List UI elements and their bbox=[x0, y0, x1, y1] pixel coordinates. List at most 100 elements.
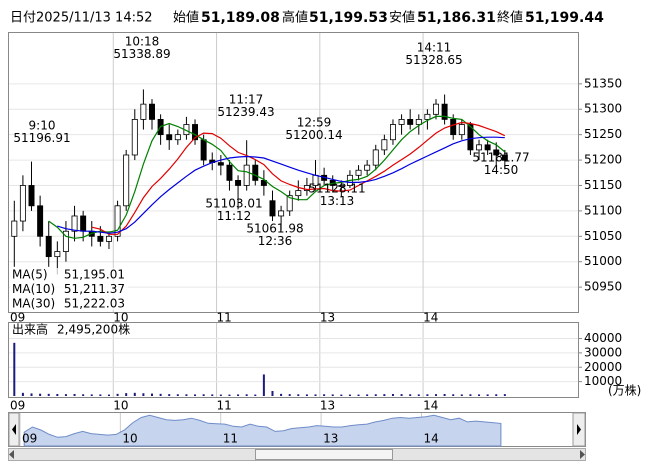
volume-bar bbox=[125, 393, 128, 396]
volume-bar bbox=[357, 394, 360, 396]
candle-body bbox=[105, 235, 112, 242]
nav-x-label: 13 bbox=[323, 432, 338, 446]
candle-body bbox=[243, 164, 250, 186]
volume-bar bbox=[400, 394, 403, 396]
candle-body bbox=[252, 164, 259, 181]
header-field-label: 高値 bbox=[282, 10, 308, 26]
y-tick-label: 51200 bbox=[584, 153, 622, 167]
candle-body bbox=[476, 144, 483, 151]
candle-body bbox=[260, 179, 267, 186]
volume-bar bbox=[202, 394, 205, 396]
candle-body bbox=[114, 205, 121, 237]
candle-body bbox=[467, 124, 474, 151]
x-tick-label: 09 bbox=[10, 311, 25, 325]
header-field-label: 安値 bbox=[389, 10, 415, 26]
x-tick-label: 11 bbox=[217, 399, 232, 413]
volume-bar bbox=[151, 393, 153, 396]
volume-bar bbox=[417, 394, 420, 396]
price-frame bbox=[8, 32, 579, 313]
volume-bar bbox=[73, 393, 76, 396]
candle-body bbox=[269, 200, 276, 217]
header-field-label: 終値 bbox=[497, 10, 523, 26]
candle-body bbox=[450, 119, 457, 136]
candle-body bbox=[19, 185, 26, 222]
annotation: 12:59 bbox=[297, 116, 332, 130]
y-tick-label: 51000 bbox=[584, 254, 622, 268]
y-tick-label: 51150 bbox=[584, 178, 622, 192]
volume-bar bbox=[219, 394, 222, 396]
candle-body bbox=[303, 185, 310, 191]
volume-tick-label: 10000 bbox=[584, 374, 622, 388]
x-tick-label: 10 bbox=[113, 311, 128, 325]
candle-body bbox=[45, 235, 52, 258]
annotation: 9:10 bbox=[29, 119, 56, 133]
volume-bar bbox=[254, 394, 257, 396]
volume-bar bbox=[39, 393, 42, 396]
volume-bar bbox=[21, 392, 24, 396]
x-tick-label: 14 bbox=[423, 311, 438, 325]
header: 日付 2025/11/13 14:52 bbox=[10, 11, 153, 26]
volume-bar bbox=[176, 394, 179, 396]
volume-bar bbox=[13, 342, 16, 396]
candle-body bbox=[54, 251, 61, 258]
candle-body bbox=[80, 215, 87, 232]
candle-body bbox=[149, 103, 155, 120]
annotation: 51200.14 bbox=[285, 128, 342, 142]
volume-bar bbox=[435, 394, 437, 396]
y-tick-label: 51300 bbox=[584, 102, 622, 116]
legend-value: 51,222.03 bbox=[64, 297, 125, 311]
y-tick-label: 51050 bbox=[584, 229, 622, 243]
volume-bar bbox=[288, 394, 291, 396]
navigator-area bbox=[23, 414, 502, 447]
candle-body bbox=[398, 119, 405, 125]
volume-bar bbox=[185, 394, 188, 396]
volume-bar bbox=[56, 393, 59, 396]
annotation: 51061.98 bbox=[246, 222, 303, 236]
candle-body bbox=[338, 185, 345, 187]
x-tick-label: 09 bbox=[10, 399, 25, 413]
volume-bar bbox=[237, 394, 240, 396]
volume-bar bbox=[159, 393, 162, 396]
candle-body bbox=[364, 164, 371, 171]
candle-body bbox=[458, 124, 465, 136]
legend-value: 51,211.37 bbox=[64, 282, 125, 296]
annotation: 13:13 bbox=[320, 194, 355, 208]
candle-body bbox=[484, 144, 491, 151]
volume-bar bbox=[64, 394, 67, 396]
volume-bar bbox=[82, 394, 85, 396]
volume-bar bbox=[460, 394, 463, 396]
volume-bar bbox=[340, 394, 343, 396]
legend-name: MA(30) bbox=[12, 297, 55, 311]
annotation: 12:36 bbox=[258, 234, 293, 248]
candle-body bbox=[217, 162, 224, 166]
volume-bar bbox=[211, 394, 214, 396]
nav-x-label: 09 bbox=[22, 432, 37, 446]
candle-body bbox=[140, 103, 147, 120]
candle-body bbox=[226, 164, 233, 181]
ma-line bbox=[57, 136, 505, 234]
y-tick-label: 51350 bbox=[584, 76, 622, 90]
candle-body bbox=[501, 154, 508, 161]
x-tick-label: 11 bbox=[217, 311, 232, 325]
volume-bar bbox=[133, 392, 136, 396]
scrollbar-thumb[interactable] bbox=[255, 449, 393, 460]
volume-bar bbox=[452, 394, 455, 396]
y-tick-label: 51100 bbox=[584, 203, 622, 217]
candle-body bbox=[372, 149, 379, 166]
candle-body bbox=[441, 103, 448, 120]
annotation: 10:18 bbox=[125, 35, 160, 49]
candle-body bbox=[71, 215, 78, 232]
legend-box bbox=[10, 268, 128, 310]
x-tick-label: 13 bbox=[320, 311, 335, 325]
volume-bar bbox=[409, 394, 412, 396]
candle-body bbox=[415, 119, 422, 125]
volume-bar bbox=[90, 394, 93, 396]
volume-bar bbox=[486, 394, 489, 396]
candle-body bbox=[424, 113, 431, 120]
volume-bar bbox=[426, 394, 429, 396]
candle-body bbox=[37, 205, 44, 237]
legend-name: MA(5) bbox=[12, 268, 48, 282]
volume-bar bbox=[323, 394, 326, 396]
annotation: 11:17 bbox=[229, 93, 264, 107]
